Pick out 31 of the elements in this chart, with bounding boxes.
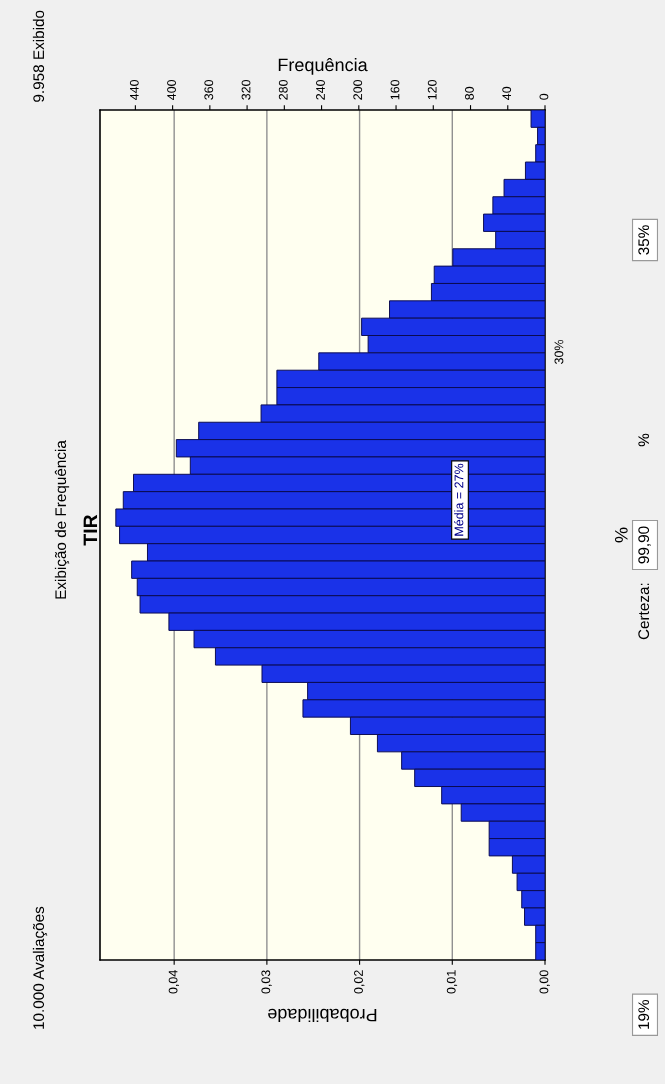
text: 30%: [554, 339, 564, 365]
text: Exibição de Frequência: [54, 440, 70, 599]
x2-tick-label: 240: [316, 79, 325, 100]
text: 19%: [638, 999, 650, 1029]
text: 35%: [638, 225, 650, 255]
text: TIR: [83, 514, 98, 546]
text: %: [638, 433, 650, 447]
text: 99,90: [638, 526, 651, 564]
x-tick-label: 0,00: [539, 970, 550, 994]
x2-tick-label: 80: [465, 86, 474, 100]
annotation: Média = 27%: [454, 463, 464, 536]
x-tick-label: 0,01: [446, 970, 458, 994]
x2-tick-label: 320: [241, 79, 251, 100]
x-axis-title: Probabilidade: [268, 1008, 377, 1022]
x2-tick-label: 160: [390, 79, 400, 100]
x2-tick-label: 200: [353, 79, 363, 100]
x2-tick-label: 400: [167, 79, 176, 100]
x2-tick-label: 280: [278, 79, 288, 100]
x2-tick-label: 0: [539, 93, 549, 100]
x2-axis-title: Frequência: [278, 57, 368, 75]
x2-tick-label: 360: [204, 79, 214, 100]
x2-tick-label: 440: [129, 79, 139, 100]
text: 9.958 Exibido: [32, 10, 45, 102]
text: 10.000 Avaliações: [32, 906, 48, 1029]
y-axis-title: %: [615, 527, 628, 543]
x-tick-label: 0,02: [354, 970, 365, 994]
x-tick-label: 0,03: [261, 970, 272, 994]
x2-tick-label: 40: [502, 86, 512, 100]
x2-tick-label: 120: [427, 79, 437, 100]
text: Certeza:: [638, 583, 650, 640]
x-tick-label: 0,04: [168, 970, 179, 994]
